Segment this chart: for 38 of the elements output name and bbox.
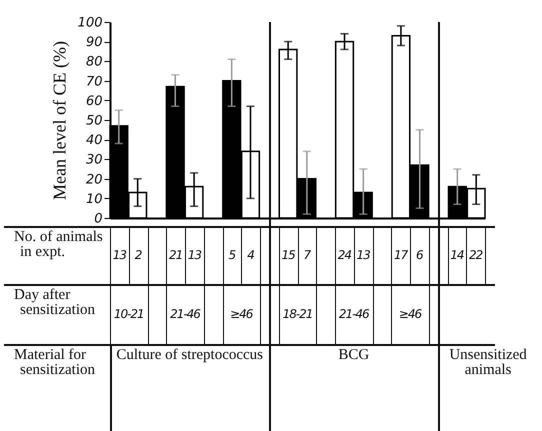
- text: 2: [134, 246, 143, 264]
- text: BCG: [337, 347, 370, 365]
- text: Day after sensitization: [13, 287, 96, 320]
- text: 7: [302, 246, 312, 264]
- text: 24: [336, 246, 352, 264]
- y-tick-label: 30: [86, 152, 102, 168]
- text: 21-46: [169, 306, 202, 322]
- text: 22: [468, 246, 484, 264]
- text: 5: [228, 246, 236, 264]
- y-tick-label: 40: [86, 133, 102, 148]
- text: Material for sensitization: [13, 347, 96, 380]
- text: Culture of streptococcus: [115, 347, 264, 365]
- text: ≥46: [229, 306, 254, 322]
- text: ≥46: [398, 306, 422, 322]
- y-tick-label: 20: [86, 172, 102, 188]
- y-tick-label: 90: [86, 35, 102, 50]
- y-tick-label: 50: [86, 114, 102, 128]
- text: 14: [449, 246, 465, 264]
- text: 13: [112, 246, 128, 264]
- y-tick-label: 10: [86, 192, 102, 207]
- text: 6: [415, 246, 424, 264]
- y-tick-label: 0: [94, 212, 102, 226]
- text: 18-21: [282, 306, 314, 322]
- text: No. of animals in expt.: [13, 229, 104, 262]
- text: 4: [246, 246, 255, 264]
- text: 21: [168, 246, 184, 264]
- text: 15: [280, 246, 296, 264]
- text: 10-21: [112, 306, 145, 322]
- y-tick-label: 80: [86, 54, 102, 70]
- text: 21-46: [338, 306, 370, 322]
- text: 13: [186, 246, 202, 264]
- text: 13: [355, 246, 371, 264]
- y-tick-label: 100: [78, 16, 102, 30]
- y-tick-label: 70: [86, 74, 102, 90]
- y-axis-title: Mean level of CE (%): [50, 41, 70, 200]
- text: Unsensitized animals: [448, 347, 528, 380]
- text: 17: [392, 246, 409, 264]
- y-tick-label: 60: [86, 94, 102, 109]
